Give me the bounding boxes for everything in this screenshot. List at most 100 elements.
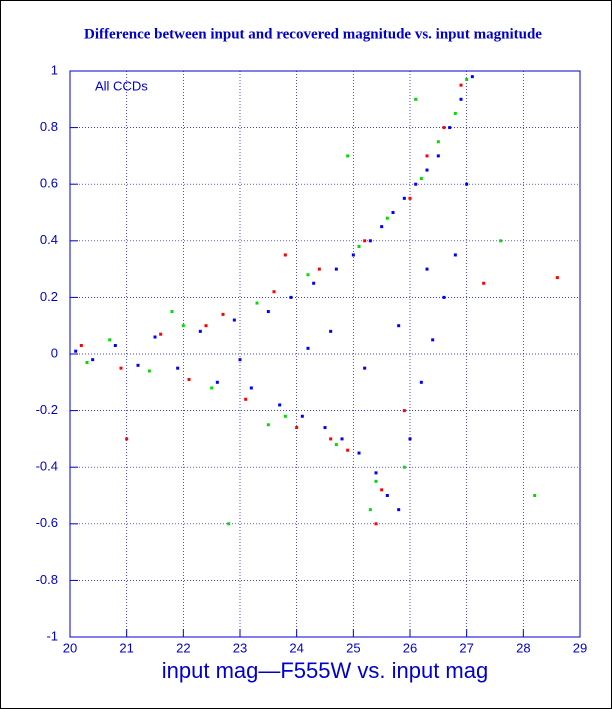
point	[397, 508, 401, 512]
point	[425, 168, 429, 172]
point	[79, 344, 83, 348]
point	[374, 479, 378, 483]
point	[159, 332, 163, 336]
point	[391, 211, 395, 214]
point	[232, 318, 236, 322]
point	[555, 276, 559, 280]
x-tick-label: 29	[573, 640, 587, 655]
x-tick-label: 21	[119, 640, 133, 655]
point	[453, 111, 457, 115]
point	[91, 358, 95, 362]
point	[215, 380, 219, 384]
point	[334, 267, 338, 271]
x-axis-label: input mag—F555W vs. input mag	[162, 658, 488, 683]
point	[363, 239, 367, 243]
point	[255, 301, 259, 305]
point	[266, 423, 270, 427]
point	[187, 377, 191, 381]
point	[289, 295, 293, 299]
point	[374, 522, 378, 526]
point	[368, 508, 372, 512]
point	[300, 414, 304, 418]
point	[329, 437, 333, 441]
point	[170, 310, 174, 314]
point	[414, 97, 418, 101]
x-tick-label: 22	[176, 640, 190, 655]
y-tick-label: -1	[46, 628, 58, 643]
point	[431, 338, 435, 342]
point	[425, 154, 429, 158]
y-tick-label: 0.8	[40, 119, 58, 134]
point	[436, 140, 440, 144]
x-tick-label: 25	[346, 640, 360, 655]
point	[459, 83, 463, 87]
point	[408, 196, 412, 200]
point	[408, 437, 412, 441]
point	[125, 437, 129, 441]
point	[119, 366, 123, 370]
point	[448, 126, 452, 130]
point	[249, 386, 253, 390]
point	[470, 75, 474, 79]
point	[380, 488, 384, 492]
point	[397, 324, 401, 328]
point	[85, 360, 89, 364]
point	[198, 329, 202, 333]
point	[204, 324, 208, 328]
point	[108, 338, 112, 342]
y-tick-label: -0.4	[36, 459, 58, 474]
x-tick-label: 23	[233, 640, 247, 655]
point	[153, 335, 157, 339]
point	[227, 522, 231, 526]
y-tick-label: -0.8	[36, 572, 58, 587]
point	[329, 329, 333, 333]
x-tick-label: 24	[289, 640, 303, 655]
point	[419, 380, 423, 384]
point	[181, 324, 185, 328]
point	[385, 216, 389, 220]
point	[283, 414, 287, 418]
point	[272, 290, 276, 294]
point	[221, 312, 225, 316]
point	[414, 182, 418, 186]
point	[459, 97, 463, 101]
point	[283, 253, 287, 257]
x-tick-label: 28	[516, 640, 530, 655]
y-tick-label: 0.6	[40, 176, 58, 191]
point	[380, 225, 384, 229]
annotation: All CCDs	[95, 78, 148, 93]
x-tick-label: 26	[403, 640, 417, 655]
point	[363, 366, 367, 370]
point	[453, 253, 457, 257]
y-tick-label: 0.2	[40, 289, 58, 304]
point	[442, 295, 446, 299]
y-tick-label: 0.4	[40, 232, 58, 247]
y-tick-label: 0	[51, 345, 58, 360]
point	[368, 239, 372, 243]
point	[402, 196, 406, 200]
point	[295, 426, 299, 430]
point	[312, 281, 316, 285]
point	[317, 267, 321, 271]
point	[465, 77, 469, 81]
point	[278, 403, 282, 407]
point	[306, 346, 310, 350]
point	[346, 448, 350, 452]
point	[533, 494, 537, 497]
point	[442, 126, 446, 130]
point	[306, 273, 310, 277]
point	[244, 397, 248, 401]
point	[351, 253, 355, 257]
x-tick-label: 20	[63, 640, 77, 655]
x-tick-label: 27	[459, 640, 473, 655]
point	[385, 494, 389, 497]
point	[334, 443, 338, 447]
point	[499, 239, 503, 243]
point	[402, 465, 406, 469]
point	[419, 177, 423, 181]
point	[136, 363, 140, 367]
point	[340, 437, 344, 441]
point	[357, 244, 361, 248]
